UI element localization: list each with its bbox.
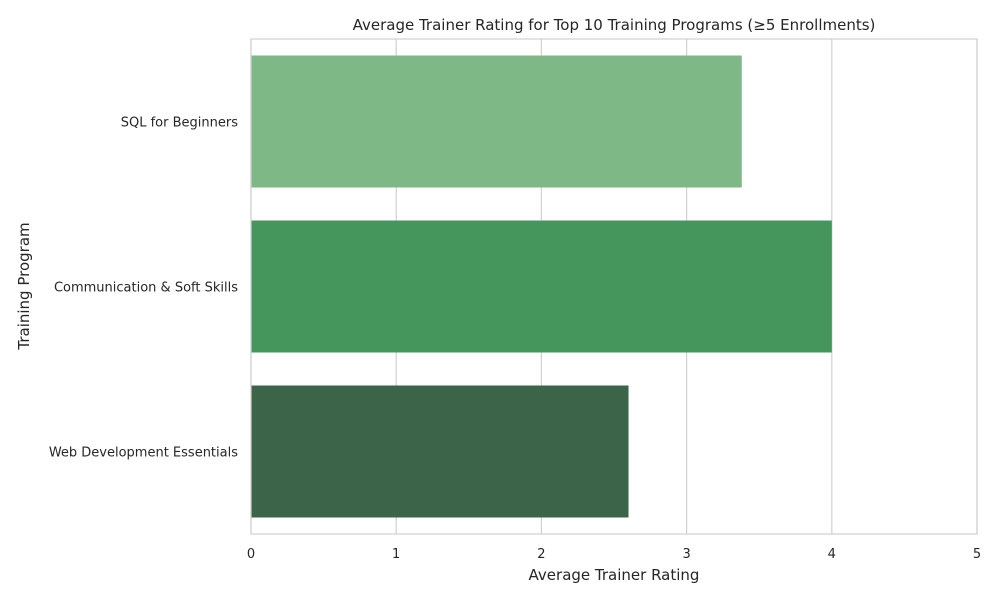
bar-2 (251, 385, 629, 518)
x-tick-label-2: 2 (537, 547, 545, 562)
bar-1 (251, 220, 832, 353)
bars (251, 55, 832, 518)
category-label-2: Web Development Essentials (49, 446, 238, 461)
x-tick-label-4: 4 (828, 547, 836, 562)
category-label-0: SQL for Beginners (121, 116, 238, 131)
category-labels: SQL for Beginners Communication & Soft Sk… (49, 116, 238, 461)
plot-frame (250, 38, 978, 535)
x-tick-labels: 0 1 2 3 4 5 (247, 547, 981, 562)
x-tick-label-3: 3 (682, 547, 690, 562)
bar-0 (251, 55, 742, 188)
chart-title: Average Trainer Rating for Top 10 Traini… (353, 16, 876, 34)
x-axis-label: Average Trainer Rating (529, 566, 700, 584)
category-label-1: Communication & Soft Skills (54, 281, 238, 296)
x-tick-label-1: 1 (392, 547, 400, 562)
x-tick-label-0: 0 (247, 547, 255, 562)
x-tick-label-5: 5 (973, 547, 981, 562)
y-axis-label: Training Program (15, 222, 33, 350)
